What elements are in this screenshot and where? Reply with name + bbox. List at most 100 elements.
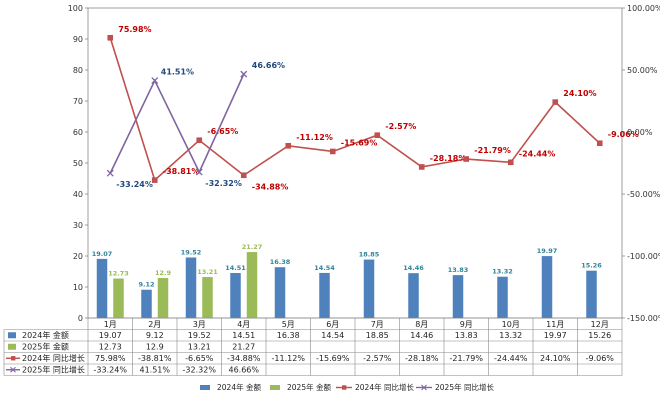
legend-label: 2024年 同比增长 [355,382,414,392]
bar-data-label: 13.83 [448,266,469,274]
line-data-label: 24.10% [563,89,596,98]
line-data-label: -15.69% [341,138,378,147]
table-cell: 14.54 [321,331,344,340]
x-tick-label: 7月 [371,320,384,329]
line-data-label: -9.06% [608,130,639,139]
bar-2024 [274,267,286,318]
x-tick-label: 1月 [104,320,117,329]
line-data-label: -6.65% [207,127,238,136]
bar-data-label: 12.9 [155,269,172,277]
line-data-label: 46.66% [252,61,285,70]
table-cell: 14.46 [410,331,433,340]
bar-data-label: 13.32 [492,268,513,276]
table-row-header: 2024年 金额 [22,330,69,340]
marker-square [240,172,247,179]
legend-label: 2025年 金额 [287,382,331,392]
bar-2024 [408,273,419,318]
line-2025-yoy [109,73,245,174]
line-2024-yoy [109,37,601,182]
line-data-label: -24.44% [519,149,556,158]
marker-square [374,132,381,138]
line-data-label: 75.98% [118,25,151,34]
marker-square [463,156,470,162]
x-tick-label: 4月 [237,320,250,329]
bar-data-label: 14.54 [314,264,335,272]
legend-key [270,385,280,390]
x-tick-label: 10月 [502,320,520,329]
table-cell: -15.69% [316,354,350,363]
bar-2024 [541,256,553,318]
table-cell: -6.65% [185,354,214,363]
table-cell: 18.85 [366,331,389,340]
marker-square [196,137,203,144]
table-cell: -11.12% [272,354,306,363]
legend-marker [342,385,347,390]
bar-2024 [452,275,464,318]
legend-key [200,385,210,390]
table-cell: 12.9 [146,343,164,352]
marker-square [107,34,114,41]
bar-data-label: 14.46 [403,264,424,272]
x-tick-label: 5月 [282,320,295,329]
bar-2024 [586,270,597,318]
y-left-tick-label: 70 [73,97,83,106]
legend-label: 2025年 同比增长 [435,382,494,392]
y-right-tick-label: 0.00% [627,128,653,137]
legend-marker [421,384,427,391]
x-tick-label: 9月 [460,320,473,329]
table-cell: -24.44% [494,354,528,363]
table-legend-key [8,343,16,350]
table-cell: 13.32 [499,331,522,340]
x-tick-label: 3月 [193,320,206,329]
table-row-header: 2025年 金额 [22,342,69,352]
bar-2024 [363,259,375,318]
bar-data-label: 19.52 [181,248,202,256]
table-cell: 41.51% [139,366,170,375]
table-cell: 15.26 [588,331,611,340]
bar-data-label: 16.38 [270,258,291,266]
table-cell: 14.51 [232,331,255,340]
table-cell: 21.27 [232,343,255,352]
y-left-tick-label: 0 [78,314,83,323]
bar-data-label: 19.07 [92,250,113,258]
marker-x [240,70,248,78]
bar-data-label: 12.73 [108,270,129,278]
line-data-label: -28.18% [430,154,467,163]
table-cell: 19.97 [544,331,567,340]
line-data-label: -2.57% [385,122,416,131]
marker-x [195,168,203,176]
bar-data-label: 15.26 [581,262,602,270]
table-cell: 12.73 [99,343,122,352]
x-tick-label: 8月 [415,320,428,329]
marker-square [151,177,158,183]
y-left-tick-label: 40 [73,190,83,199]
line-data-label: -34.88% [252,182,289,191]
bar-2025 [202,277,213,318]
y-left-tick-label: 100 [68,4,83,13]
bar-2024 [185,257,197,318]
table-cell: -34.88% [227,354,261,363]
table-legend-marker [11,356,16,361]
x-tick-label: 12月 [591,320,609,329]
bar-2024 [230,273,241,318]
table-cell: 19.07 [99,331,122,340]
legend-label: 2024年 金额 [217,382,261,392]
marker-square [507,159,514,166]
bar-2025 [113,278,124,318]
table-cell: -38.81% [138,354,172,363]
table-cell: 19.52 [188,331,211,340]
line-data-label: -38.81% [163,167,200,176]
table-cell: -28.18% [405,354,439,363]
marker-square [552,99,559,105]
bar-data-label: 9.12 [138,281,154,289]
y-left-tick-label: 80 [73,66,83,75]
x-tick-label: 11月 [546,320,564,329]
line-data-label: -11.12% [296,133,333,142]
table-cell: 9.12 [146,331,164,340]
marker-square [418,164,425,170]
table-cell: 13.83 [455,331,478,340]
bar-2025 [157,278,169,318]
table-legend-key [8,332,16,339]
